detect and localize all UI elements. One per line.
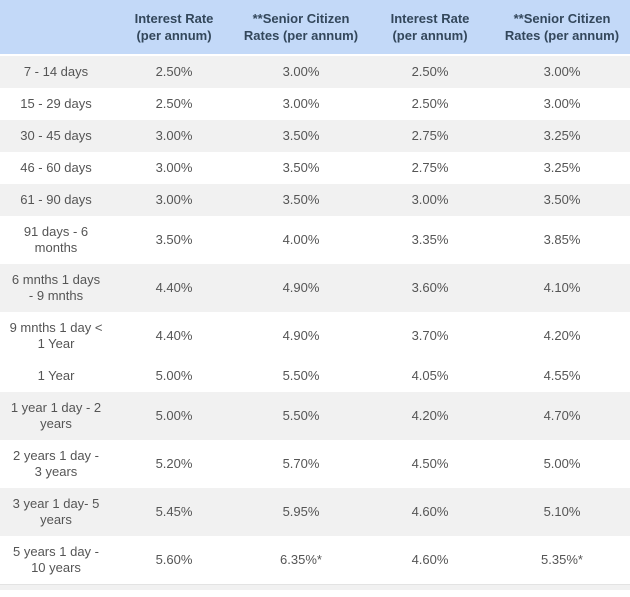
rate-cell: 3.00% (494, 88, 630, 120)
rate-cell: 2.50% (112, 55, 236, 88)
rate-cell: 4.60% (366, 488, 494, 536)
rate-cell: 3.00% (236, 88, 366, 120)
tenure-column-header-empty (0, 0, 112, 56)
rate-cell: 4.90% (236, 312, 366, 360)
rate-cell: 5.95% (236, 488, 366, 536)
rate-cell: 5.20% (112, 440, 236, 488)
rate-cell: 3.35% (366, 216, 494, 264)
tenure-cell: 7 - 14 days (0, 55, 112, 88)
tenure-cell: 2 years 1 day - 3 years (0, 440, 112, 488)
rate-cell: 5.00% (494, 440, 630, 488)
table-row: 3 year 1 day- 5 years 5.45% 5.95% 4.60% 5.10… (0, 488, 630, 536)
rate-cell: 5.70% (236, 440, 366, 488)
rate-cell: 3.25% (494, 152, 630, 184)
tenure-cell: 5 years 1 day - 10 years (0, 536, 112, 584)
tenure-cell: 61 - 90 days (0, 184, 112, 216)
tenure-cell: 1 Year (0, 360, 112, 392)
tenure-cell: 46 - 60 days (0, 152, 112, 184)
table-row: 15 - 29 days 2.50% 3.00% 2.50% 3.00% (0, 88, 630, 120)
table-row: 9 mnths 1 day < 1 Year 4.40% 4.90% 3.70% 4.2… (0, 312, 630, 360)
rate-cell: 4.20% (366, 392, 494, 440)
rate-cell: 2.50% (112, 88, 236, 120)
rate-cell: 3.50% (494, 184, 630, 216)
rate-cell: 5.00% (112, 360, 236, 392)
rate-cell: 4.00% (236, 216, 366, 264)
rate-cell: 4.50% (366, 440, 494, 488)
rate-cell: 3.50% (236, 152, 366, 184)
rate-cell: 6.35%* (236, 536, 366, 584)
rate-cell: 4.05% (366, 360, 494, 392)
column-header-interest-rate-1: Interest Rate (per annum) (112, 0, 236, 56)
table-header: Interest Rate (per annum) **Senior Citiz… (0, 0, 630, 56)
rate-cell: 2.50% (366, 88, 494, 120)
tenure-cell: 91 days - 6 months (0, 216, 112, 264)
table-row: 6 mnths 1 days - 9 mnths 4.40% 4.90% 3.60% 4… (0, 264, 630, 312)
table-row: 1 Year 5.00% 5.50% 4.05% 4.55% (0, 360, 630, 392)
tenure-cell: 1 year 1 day - 2 years (0, 392, 112, 440)
rate-cell: 5.10% (494, 488, 630, 536)
rate-cell: 5.45% (112, 488, 236, 536)
rate-cell: 5.00% (112, 392, 236, 440)
rate-cell: 4.20% (494, 312, 630, 360)
table-row: 1 year 1 day - 2 years 5.00% 5.50% 4.20% 4.7… (0, 392, 630, 440)
rate-cell: 3.00% (236, 55, 366, 88)
table-row: 61 - 90 days 3.00% 3.50% 3.00% 3.50% (0, 184, 630, 216)
rate-cell: 4.10% (494, 264, 630, 312)
header-row: Interest Rate (per annum) **Senior Citiz… (0, 0, 630, 56)
table-row: 30 - 45 days 3.00% 3.50% 2.75% 3.25% (0, 120, 630, 152)
rate-cell: 4.40% (112, 312, 236, 360)
rate-cell: 3.85% (494, 216, 630, 264)
rate-cell: 5.50% (236, 360, 366, 392)
tenure-cell: 3 year 1 day- 5 years (0, 488, 112, 536)
rate-cell: 4.40% (112, 264, 236, 312)
rate-cell: 2.75% (366, 152, 494, 184)
column-header-senior-citizen-rates-1: **Senior Citizen Rates (per annum) (236, 0, 366, 56)
rate-cell: 4.55% (494, 360, 630, 392)
rate-cell: 5.60% (112, 536, 236, 584)
tenure-cell: 30 - 45 days (0, 120, 112, 152)
rate-cell: 3.25% (494, 120, 630, 152)
column-header-interest-rate-2: Interest Rate (per annum) (366, 0, 494, 56)
tenure-cell: 15 - 29 days (0, 88, 112, 120)
rate-cell: 5.35%* (494, 536, 630, 584)
table-row: 2 years 1 day - 3 years 5.20% 5.70% 4.50% 5.… (0, 440, 630, 488)
table-row: 5 years 1 day - 10 years 5.60% 6.35%* 4.60%… (0, 536, 630, 584)
tenure-cell: 6 mnths 1 days - 9 mnths (0, 264, 112, 312)
column-header-senior-citizen-rates-2: **Senior Citizen Rates (per annum) (494, 0, 630, 56)
rate-cell: 2.50% (366, 55, 494, 88)
rate-cell: 3.00% (112, 184, 236, 216)
rate-cell: 5.50% (236, 392, 366, 440)
table-row: 91 days - 6 months 3.50% 4.00% 3.35% 3.85% (0, 216, 630, 264)
rate-cell: 4.90% (236, 264, 366, 312)
next-row-partial-strip (0, 584, 630, 590)
rate-cell: 3.50% (236, 184, 366, 216)
tenure-cell: 9 mnths 1 day < 1 Year (0, 312, 112, 360)
rate-cell: 4.70% (494, 392, 630, 440)
interest-rates-table: Interest Rate (per annum) **Senior Citiz… (0, 0, 630, 584)
rate-cell: 2.75% (366, 120, 494, 152)
rate-cell: 3.00% (112, 120, 236, 152)
table-row: 7 - 14 days 2.50% 3.00% 2.50% 3.00% (0, 55, 630, 88)
table-row: 46 - 60 days 3.00% 3.50% 2.75% 3.25% (0, 152, 630, 184)
rate-cell: 3.00% (366, 184, 494, 216)
rate-cell: 3.50% (112, 216, 236, 264)
rate-cell: 3.00% (494, 55, 630, 88)
rate-cell: 3.60% (366, 264, 494, 312)
rate-cell: 4.60% (366, 536, 494, 584)
rate-cell: 3.50% (236, 120, 366, 152)
table-body: 7 - 14 days 2.50% 3.00% 2.50% 3.00% 15 - 29 d… (0, 55, 630, 584)
rate-cell: 3.00% (112, 152, 236, 184)
rate-cell: 3.70% (366, 312, 494, 360)
